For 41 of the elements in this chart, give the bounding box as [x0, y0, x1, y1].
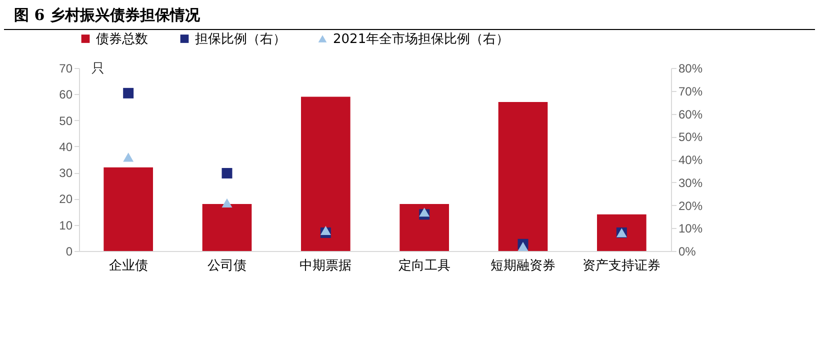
bar — [104, 167, 153, 251]
bar — [498, 102, 548, 251]
y-tick-label: 10 — [59, 218, 73, 232]
point — [518, 242, 528, 251]
y2-tick-label: 0% — [678, 244, 696, 258]
y2-tick-label: 60% — [678, 107, 703, 122]
bar — [202, 204, 252, 251]
y-tick-label: 50 — [59, 114, 73, 128]
y2-tick-label: 70% — [678, 84, 703, 98]
point — [419, 208, 430, 217]
y-tick-label: 70 — [59, 62, 73, 76]
y2-tick-label: 40% — [678, 153, 703, 167]
y-tick-label: 40 — [59, 140, 73, 154]
x-tick-label: 中期票据 — [300, 258, 352, 274]
point — [123, 152, 134, 162]
point — [123, 88, 134, 98]
x-tick-label: 企业债 — [108, 258, 148, 274]
y2-tick-label: 80% — [678, 62, 703, 76]
y-tick-label: 0 — [66, 244, 73, 258]
point — [320, 226, 331, 235]
y-tick-label: 60 — [59, 88, 73, 102]
legend-label: 2021年全市场担保比例（右） — [333, 32, 510, 47]
bar — [301, 96, 350, 251]
y-tick-label: 30 — [59, 166, 73, 180]
y-axis-title: 只 — [92, 62, 104, 76]
x-tick-label: 短期融资券 — [490, 258, 556, 274]
y2-tick-label: 20% — [678, 198, 703, 213]
y2-tick-label: 10% — [678, 222, 703, 236]
point — [222, 198, 232, 208]
y2-tick-label: 50% — [678, 130, 703, 144]
bar — [597, 214, 646, 251]
x-tick-label: 定向工具 — [398, 258, 450, 274]
point — [222, 168, 232, 178]
chart-title: 图 6 乡村振兴债券担保情况 — [4, 0, 815, 30]
legend-label: 债券总数 — [96, 32, 148, 47]
y-tick-label: 20 — [59, 192, 73, 206]
x-tick-label: 公司债 — [208, 258, 246, 274]
x-tick-label: 资产支持证券 — [582, 258, 661, 274]
legend-label: 担保比例（右） — [195, 32, 286, 47]
bar — [400, 204, 449, 251]
y2-tick-label: 30% — [678, 176, 703, 190]
